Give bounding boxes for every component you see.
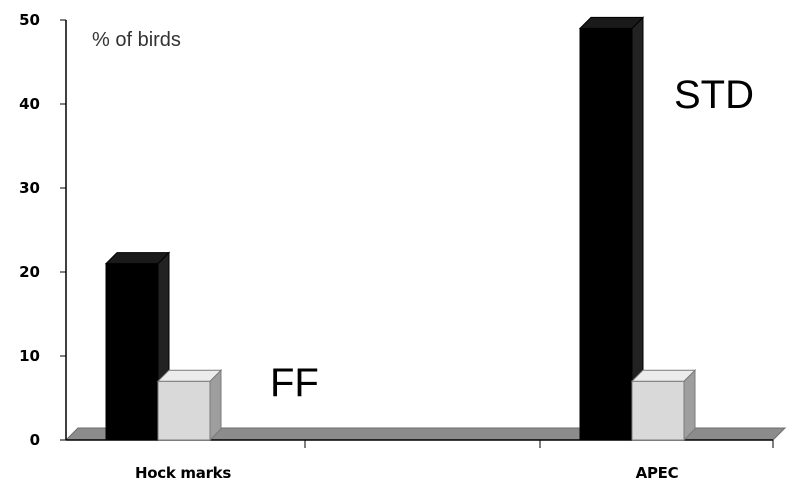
bar-side-face — [683, 368, 696, 442]
bar-front-face — [105, 263, 159, 441]
series-label-std: STD — [674, 73, 754, 117]
bar-side-face — [209, 368, 222, 442]
bar-front-face — [579, 27, 633, 441]
bar-top-face — [578, 16, 645, 29]
bar-ff-hock-marks — [156, 368, 223, 442]
series-label-ff: FF — [270, 361, 319, 405]
bar-std-apec — [578, 16, 645, 442]
y-axis-ticks: 0 10 20 30 40 50 — [19, 11, 66, 449]
bar-top-face — [630, 369, 697, 382]
bar-top-face — [156, 369, 223, 382]
bar-ff-apec — [630, 368, 697, 442]
y-tick-label: 40 — [19, 95, 40, 113]
unit-label: % of birds — [92, 29, 181, 51]
bar-top-face — [104, 252, 171, 265]
y-tick-label: 0 — [30, 431, 40, 449]
bar-front-face — [157, 380, 211, 441]
y-tick-label: 50 — [19, 11, 40, 29]
x-tick-label-hock-marks: Hock marks — [135, 464, 231, 482]
bars-group — [104, 16, 697, 442]
bar-front-face — [631, 380, 685, 441]
y-tick-label: 30 — [19, 179, 40, 197]
x-tick-label-apec: APEC — [636, 464, 679, 482]
y-tick-label: 20 — [19, 263, 40, 281]
y-tick-label: 10 — [19, 347, 40, 365]
